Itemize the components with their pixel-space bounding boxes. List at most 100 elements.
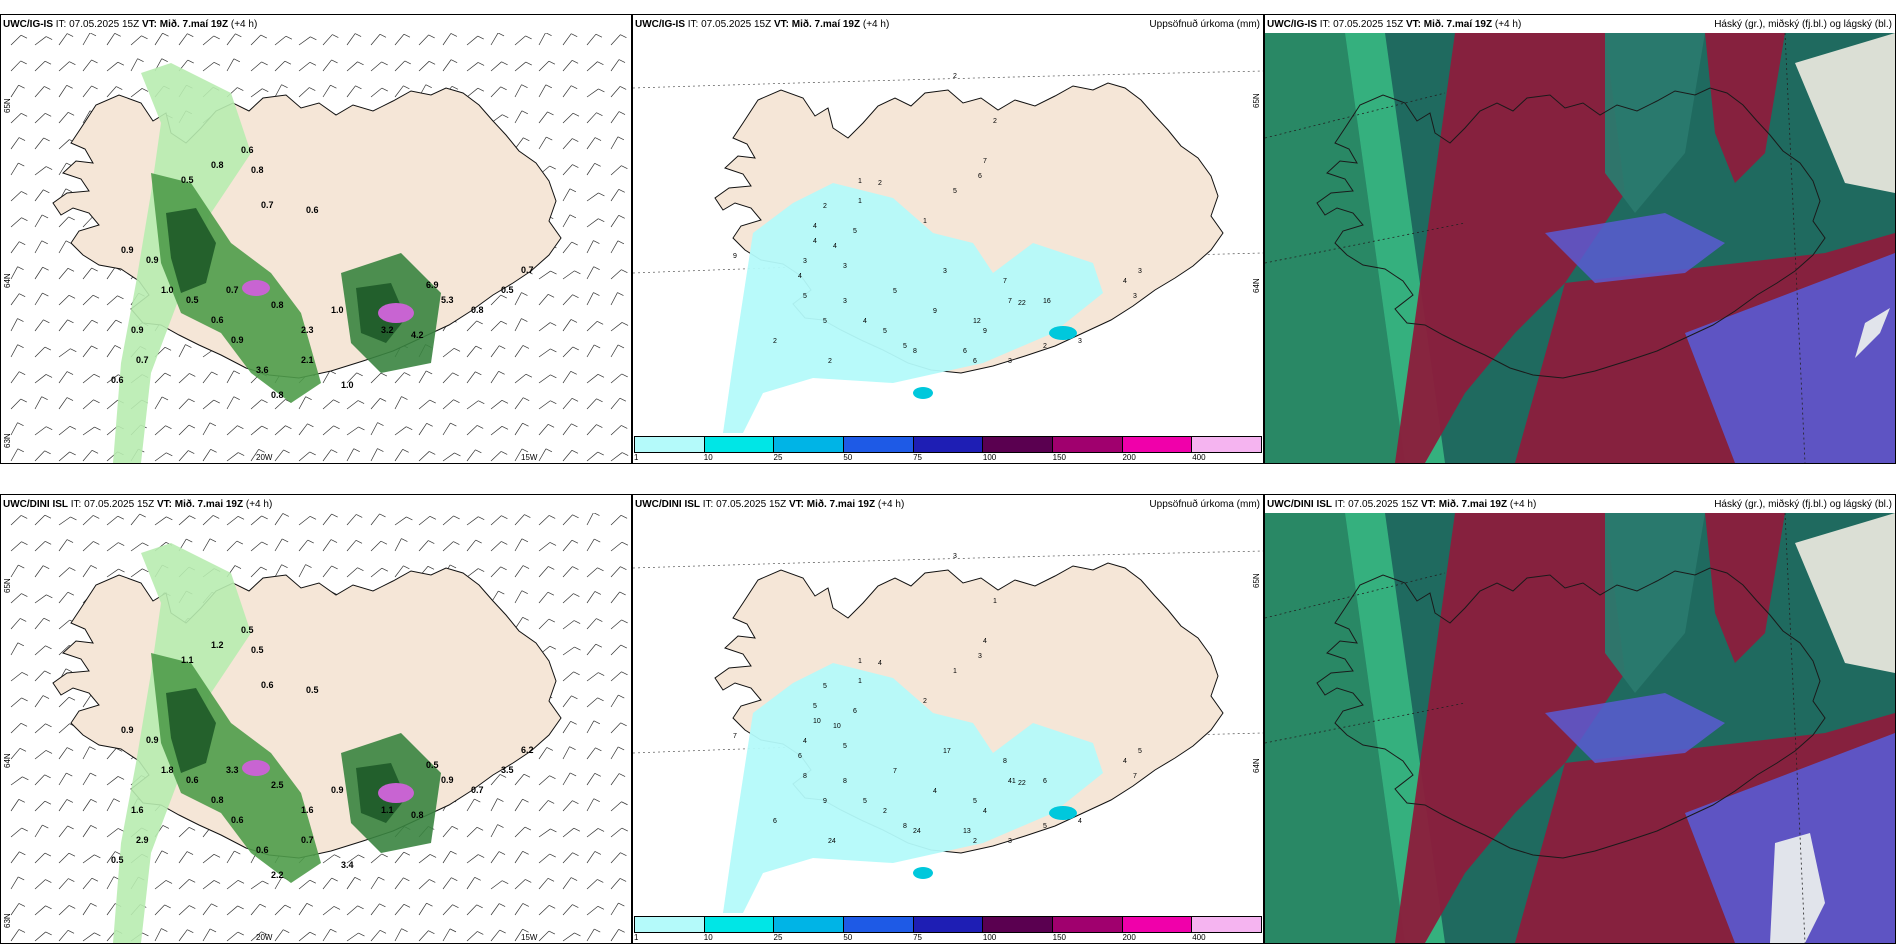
wind-barb [58, 619, 70, 630]
wind-barb [538, 136, 547, 150]
wind-barb [10, 191, 22, 202]
precip-value-label: 6.2 [521, 745, 534, 755]
precip-accum-label: 2 [1043, 343, 1047, 350]
wind-barb [322, 877, 332, 890]
wind-barb [538, 905, 550, 916]
wind-barb [586, 192, 599, 202]
wind-barb [34, 292, 43, 306]
wind-barb [34, 879, 46, 890]
wind-barb-flag [426, 422, 433, 427]
wind-barb-flag [571, 60, 579, 64]
precip-accum-label: 4 [933, 788, 937, 795]
wind-barb-flag [261, 425, 268, 430]
precip-value-label: 0.6 [256, 845, 269, 855]
precip-accum-label: 3 [978, 653, 982, 660]
wind-barb [586, 344, 595, 358]
wind-barb [34, 565, 44, 578]
wind-barb-flag [594, 928, 601, 933]
wind-barb [322, 854, 335, 864]
wind-barb-flag [41, 214, 49, 219]
wind-barb-flag [598, 672, 605, 676]
wind-barb-flag [453, 399, 460, 404]
clear-sky [1795, 513, 1895, 673]
wind-barb [178, 515, 190, 526]
wind-barb [514, 799, 523, 812]
wind-barb-flag [117, 295, 124, 300]
wind-barb [418, 540, 429, 552]
precip-value-label: 0.9 [231, 335, 244, 345]
precip-value-label: 0.6 [186, 775, 199, 785]
wind-barb-flag [573, 593, 580, 597]
wind-barb-flag [20, 60, 27, 65]
wind-barb-flag [309, 451, 316, 456]
wind-barb-flag [546, 136, 553, 141]
wind-barb-flag [547, 294, 555, 298]
precip-accum-label: 1 [858, 678, 862, 685]
wind-barb [610, 425, 622, 436]
panel-dini-accum-precip: UWC/DINI ISL IT: 07.05.2025 15Z VT: Mið.… [632, 494, 1264, 944]
wind-barb [394, 34, 405, 46]
precip-accum-label: 8 [843, 778, 847, 785]
wind-barb-flag [67, 929, 75, 934]
wind-barb-flag [404, 60, 411, 65]
panel-title: Uppsöfnuð úrkoma (mm) [1149, 499, 1260, 510]
wind-barb [562, 620, 575, 630]
wind-barb-flag [594, 137, 602, 141]
wind-barb-flag [161, 928, 168, 932]
wind-barb-flag [501, 61, 508, 66]
wind-barb [610, 111, 620, 124]
wind-barb [58, 539, 68, 552]
wind-barb [322, 513, 332, 526]
wind-barb-flag [66, 84, 73, 89]
wind-barb-flag [522, 616, 529, 621]
wind-barb-flag [237, 880, 245, 884]
wind-barb [82, 426, 95, 436]
wind-barb [562, 164, 573, 176]
precip-value-label: 2.9 [136, 835, 149, 845]
wind-barb [562, 721, 571, 734]
wind-barb [34, 267, 43, 280]
precip-accum-label: 5 [813, 703, 817, 710]
wind-barb-flag [234, 850, 241, 855]
wind-barb [322, 59, 332, 72]
precip-value-label: 4.2 [411, 330, 424, 340]
wind-barb [58, 85, 67, 98]
precip-value-label: 2.1 [301, 355, 314, 365]
wind-barb [370, 876, 379, 890]
wind-barb-flag [524, 826, 532, 831]
wind-barb [586, 112, 597, 124]
wind-barb [466, 35, 478, 46]
wind-barb-flag [44, 774, 51, 779]
wind-barb-flag [262, 880, 269, 885]
wind-barb [226, 516, 239, 526]
wind-barb-flag [571, 695, 578, 700]
wind-barb-flag [162, 33, 169, 37]
precip-value-label: 3.4 [341, 860, 354, 870]
wind-barb-flag [525, 61, 532, 66]
wind-barb [538, 374, 551, 384]
wind-barb-flag [523, 137, 530, 142]
wind-barb-flag [357, 905, 364, 910]
cloud-low [1545, 693, 1725, 763]
wind-barb [58, 772, 67, 786]
wind-barb-flag [450, 33, 458, 37]
wind-barb [394, 516, 407, 526]
wind-barb [442, 928, 451, 942]
wind-barb [34, 852, 46, 864]
wind-barb [178, 33, 188, 46]
wind-barb-flag [379, 33, 387, 38]
precip-accum-label: 2 [953, 73, 957, 80]
wind-barb [490, 903, 500, 916]
colorbar-label: 25 [773, 933, 783, 942]
wind-barb-flag [188, 879, 196, 883]
wind-barb [370, 398, 381, 410]
precip-accum-label: 2 [773, 338, 777, 345]
wind-barb-flag [426, 902, 433, 907]
wind-barb-flag [309, 61, 317, 66]
wind-barb [82, 216, 93, 228]
precip-value-label: 0.5 [306, 685, 319, 695]
wind-barb-flag [66, 539, 74, 543]
wind-barb [514, 35, 526, 46]
wind-barb [442, 422, 451, 436]
precip-value-label: 0.7 [521, 265, 534, 275]
